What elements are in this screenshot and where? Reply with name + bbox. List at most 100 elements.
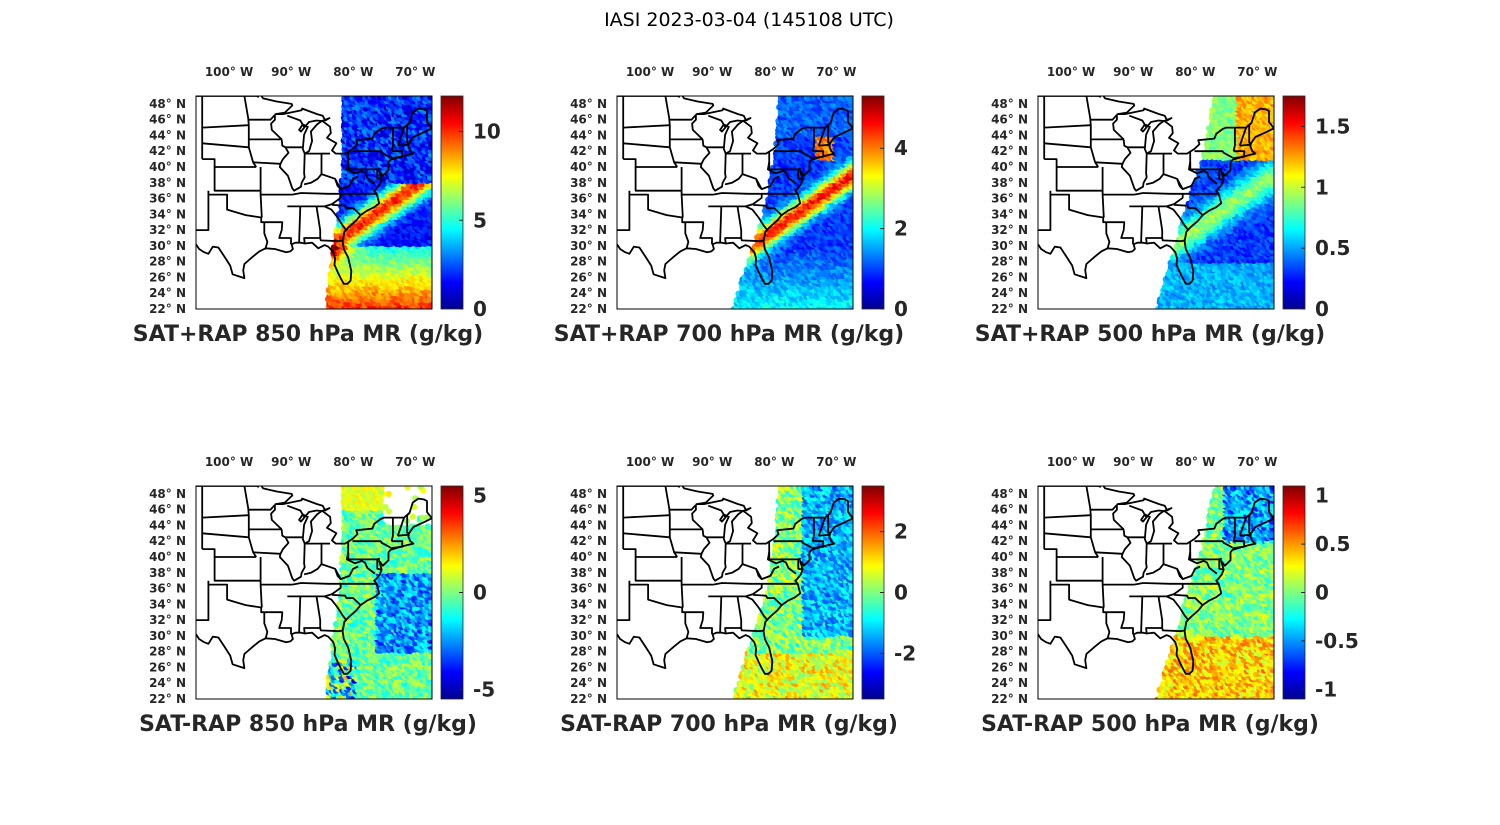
lat-tick-label: 22° N — [570, 302, 607, 316]
lat-tick-label: 24° N — [570, 286, 607, 300]
state-boundary — [207, 190, 265, 224]
state-boundary — [752, 204, 783, 216]
state-boundary — [707, 114, 726, 128]
lat-tick-label: 28° N — [149, 255, 186, 269]
state-boundary — [817, 127, 826, 146]
lat-tick-label: 38° N — [570, 176, 607, 190]
lon-tick-label: 70° W — [816, 65, 856, 79]
lat-tick-label: 32° N — [149, 223, 186, 237]
state-boundary — [286, 114, 305, 128]
state-boundary — [719, 206, 723, 243]
state-boundary — [196, 194, 210, 231]
state-boundary — [397, 141, 410, 147]
colorbar-tick-label: 0 — [473, 297, 487, 321]
map-panel: 100° W 90° W 80° W 70° W48° N46° N44° N42° … — [133, 65, 501, 347]
lat-tick-label: 44° N — [149, 128, 186, 142]
swath-points — [1155, 96, 1274, 309]
map-frame — [195, 95, 433, 310]
state-boundary — [767, 161, 797, 185]
state-boundary — [769, 167, 802, 171]
lat-tick-label: 40° N — [149, 160, 186, 174]
state-boundary — [811, 150, 825, 160]
state-boundary — [617, 194, 631, 231]
figure-title: IASI 2023-03-04 (145108 UTC) — [604, 9, 894, 31]
lat-tick-label: 46° N — [149, 113, 186, 127]
lat-tick-label: 32° N — [570, 223, 607, 237]
lat-tick-label: 22° N — [149, 302, 186, 316]
panels-group: 100° W 90° W 80° W 70° W48° N46° N44° N42° … — [133, 65, 1359, 737]
lon-tick-label: 100° W — [626, 65, 674, 79]
state-boundary — [699, 146, 727, 192]
lat-tick-label: 28° N — [570, 255, 607, 269]
state-boundary — [740, 237, 764, 243]
lat-tick-label: 46° N — [570, 113, 607, 127]
state-boundary — [827, 122, 832, 144]
state-boundary — [390, 150, 404, 160]
lon-tick-label: 70° W — [395, 65, 435, 79]
lat-tick-label: 24° N — [149, 286, 186, 300]
state-boundary — [287, 193, 342, 208]
lat-tick-label: 26° N — [570, 270, 607, 284]
state-boundary — [623, 124, 670, 129]
lat-tick-label: 36° N — [570, 192, 607, 206]
state-boundary — [617, 96, 853, 285]
state-boundary — [623, 142, 670, 149]
map-area — [617, 96, 853, 309]
lat-tick-label: 44° N — [570, 128, 607, 142]
state-boundary — [196, 96, 432, 285]
state-boundary — [818, 141, 831, 147]
state-boundary — [691, 114, 704, 141]
state-boundary — [674, 161, 702, 165]
state-boundary — [406, 122, 411, 144]
colorbar-tick-label: 0 — [894, 297, 908, 321]
map-panel: 100° W 90° W 80° W 70° W48° N46° N44° N42° … — [554, 65, 908, 347]
lat-tick-label: 30° N — [149, 239, 186, 253]
swath-point — [848, 141, 853, 148]
colorbar-tick-label: 4 — [894, 136, 908, 160]
state-boundaries — [617, 96, 853, 285]
lat-tick-label: 34° N — [149, 207, 186, 221]
state-boundary — [278, 146, 306, 192]
lat-tick-label: 48° N — [149, 97, 186, 111]
state-boundary — [773, 150, 812, 159]
state-boundary — [797, 167, 803, 181]
state-boundary — [334, 175, 359, 190]
lat-tick-label: 26° N — [149, 270, 186, 284]
state-boundary — [331, 204, 362, 216]
panel-title: SAT+RAP 850 hPa MR (g/kg) — [133, 322, 483, 347]
state-boundary — [628, 190, 686, 224]
lat-tick-label: 36° N — [149, 192, 186, 206]
lat-tick-label: 34° N — [570, 207, 607, 221]
state-boundary — [202, 124, 249, 129]
state-boundary — [213, 167, 261, 192]
lat-tick-label: 30° N — [570, 239, 607, 253]
lon-tick-label: 90° W — [271, 65, 311, 79]
colorbar — [861, 95, 885, 310]
panel-title: SAT+RAP 700 hPa MR (g/kg) — [554, 322, 904, 347]
lon-tick-label: 80° W — [333, 65, 373, 79]
lon-tick-label: 80° W — [754, 65, 794, 79]
state-boundary — [319, 237, 343, 243]
state-boundary — [811, 127, 815, 152]
state-boundary — [685, 221, 713, 245]
state-boundary — [713, 192, 798, 196]
lat-tick-label: 42° N — [570, 144, 607, 158]
state-boundary — [303, 173, 342, 190]
map-panel: 100° W 90° W 80° W 70° W48° N46° N44° N42° … — [975, 65, 1351, 347]
state-boundary — [253, 161, 281, 165]
lat-tick-label: 38° N — [149, 176, 186, 190]
lat-tick-label: 48° N — [570, 97, 607, 111]
colorbar-tick-label: 10 — [473, 120, 501, 144]
state-boundary — [396, 127, 405, 146]
colorbar — [440, 95, 464, 310]
state-boundary — [708, 193, 763, 208]
state-boundary — [745, 205, 768, 230]
state-boundary — [390, 127, 394, 152]
state-boundary — [684, 222, 690, 249]
state-boundary — [298, 206, 302, 243]
state-boundary — [724, 173, 763, 190]
state-boundary — [348, 167, 381, 171]
state-boundary — [202, 158, 257, 168]
state-boundary — [280, 139, 303, 149]
